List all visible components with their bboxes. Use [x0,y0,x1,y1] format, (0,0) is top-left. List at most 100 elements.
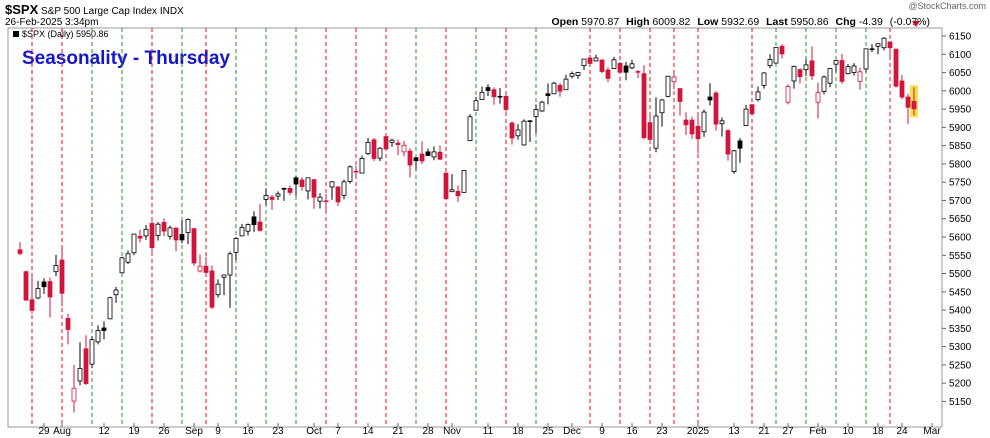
x-tick-label: 23 [656,426,668,437]
candle-body [641,73,647,139]
x-tick-label: Sep [185,426,203,437]
candle-body [347,166,353,182]
candle-body [17,249,23,254]
candle-body [545,93,551,96]
candle-body [377,147,383,159]
candle-body [239,227,245,237]
candle-body [893,48,899,87]
change-pct: (-0.07%) [889,16,930,28]
stat-value: 5932.69 [721,16,760,28]
candle-body [617,63,623,73]
candle-body [503,95,509,110]
x-tick-label: 21 [758,426,770,437]
y-tick-label: 6000 [949,86,972,97]
candle-body [737,140,743,149]
x-tick-label: 7 [335,426,341,437]
candle-body [815,92,821,103]
symbol-line: $SPX S&P 500 Large Cap Index INDX [5,2,184,17]
candle-body [401,144,407,153]
candle-body [833,60,839,65]
chg-arrow [912,21,920,27]
candle-body [179,234,185,241]
x-tick-label: 19 [128,426,140,437]
plot-frame [7,27,943,428]
stat-label: Chg [835,16,856,28]
candle-body [137,235,143,239]
candle-body [155,223,161,236]
candle-body [581,58,587,67]
candle-body [353,170,359,173]
x-tick-label: 11 [483,426,494,437]
candle-body [245,224,251,232]
candle-body [335,186,341,203]
candle-body [437,151,443,160]
x-tick-label: 27 [782,426,794,437]
chart-title: Seasonality - Thursday [22,48,230,69]
candle-body [95,330,101,343]
candle-body [731,150,737,172]
y-tick-label: 5600 [949,233,972,244]
candle-body [743,108,749,126]
candle-body [539,101,545,112]
stat-label: High [626,16,650,28]
x-tick-label: 2025 [687,426,710,437]
candle-body [71,387,77,402]
candle-body [167,227,173,237]
y-tick-label: 6150 [949,32,972,43]
candle-body [887,41,893,49]
candle-body [515,129,521,137]
candle-body [653,115,659,149]
candle-body [839,60,845,82]
candle-body [419,153,425,162]
candle-body [857,71,863,82]
x-tick-label: Aug [53,426,71,437]
candle-body [911,101,917,110]
y-tick-label: 5950 [949,105,972,116]
candle-body [125,253,131,263]
candle-body [809,60,815,77]
candle-body [767,59,773,67]
x-tick-label: 18 [512,426,524,437]
candle-body [851,65,857,73]
x-tick-label: 16 [626,426,638,437]
x-tick-label: 13 [728,426,740,437]
stat-value: 5950.86 [790,16,829,28]
candle-body [389,139,395,143]
candle-body [629,63,635,69]
candle-body [719,120,725,125]
candle-body [479,91,485,101]
candle-body [863,48,869,70]
candle-body [113,289,119,296]
y-tick-label: 5350 [949,324,972,335]
candle-body [593,57,599,62]
x-tick-label: 9 [599,426,605,437]
candle-body [383,136,389,150]
candle-body [269,196,275,200]
candle-body [689,119,695,135]
candle-body [233,238,239,253]
y-tick-label: 5250 [949,360,972,371]
candle-body [905,96,911,108]
stats: Open 5970.87 High 6009.82 Low 5932.69 La… [552,16,930,28]
candle-body [443,172,449,200]
candle-body [773,46,779,64]
candle-body [317,196,323,202]
candle-body [845,66,851,75]
y-tick-label: 5150 [949,397,972,408]
y-tick-label: 5550 [949,251,972,262]
candle-body [101,327,107,331]
candle-body [647,122,653,140]
y-tick-label: 5300 [949,342,972,353]
candle-body [707,96,713,101]
stat-label: Last [766,16,788,28]
stat-label: Open [551,16,579,28]
stat-value: -4.39 [858,16,883,28]
candle-body [173,227,179,241]
candle-body [695,125,701,140]
candle-body [635,71,641,73]
candle-body [53,265,59,273]
candle-body [65,318,71,330]
candle-body [203,265,209,273]
candle-body [659,99,665,114]
